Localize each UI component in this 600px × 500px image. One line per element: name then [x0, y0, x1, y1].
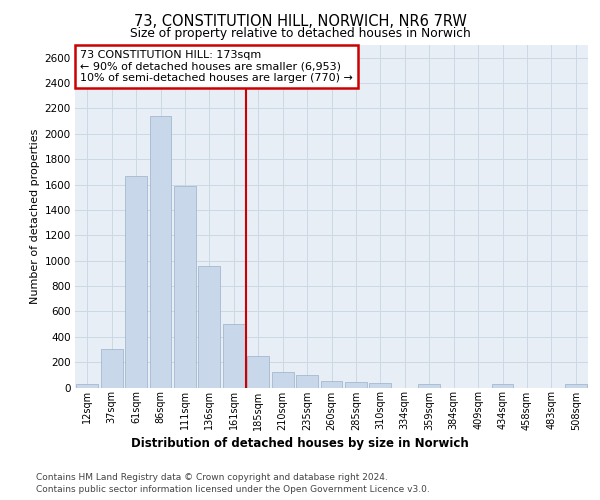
Bar [296, 375, 318, 388]
Bar [76, 384, 98, 388]
Bar [272, 372, 293, 388]
Bar [491, 384, 514, 388]
Text: Contains HM Land Registry data © Crown copyright and database right 2024.: Contains HM Land Registry data © Crown c… [36, 472, 388, 482]
Bar [345, 382, 367, 388]
Text: 73, CONSTITUTION HILL, NORWICH, NR6 7RW: 73, CONSTITUTION HILL, NORWICH, NR6 7RW [134, 14, 466, 29]
Bar [247, 356, 269, 388]
Y-axis label: Number of detached properties: Number of detached properties [31, 128, 40, 304]
Text: Size of property relative to detached houses in Norwich: Size of property relative to detached ho… [130, 27, 470, 40]
Bar [418, 384, 440, 388]
Bar [174, 186, 196, 388]
Text: Contains public sector information licensed under the Open Government Licence v3: Contains public sector information licen… [36, 485, 430, 494]
Bar [149, 116, 172, 388]
Bar [223, 324, 245, 388]
Bar [101, 350, 122, 388]
Text: 73 CONSTITUTION HILL: 173sqm
← 90% of detached houses are smaller (6,953)
10% of: 73 CONSTITUTION HILL: 173sqm ← 90% of de… [80, 50, 353, 84]
Bar [199, 266, 220, 388]
Bar [320, 381, 343, 388]
Bar [125, 176, 147, 388]
Text: Distribution of detached houses by size in Norwich: Distribution of detached houses by size … [131, 438, 469, 450]
Bar [370, 383, 391, 388]
Bar [565, 384, 587, 388]
